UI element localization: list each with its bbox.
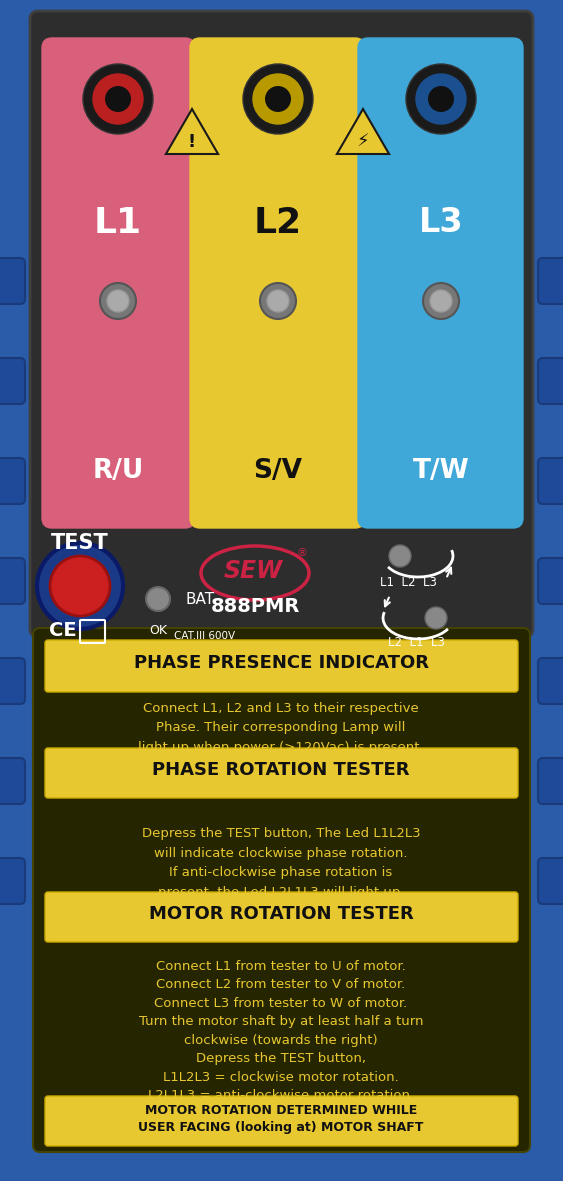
FancyBboxPatch shape xyxy=(42,38,195,528)
FancyBboxPatch shape xyxy=(538,257,563,304)
Circle shape xyxy=(260,283,296,319)
Circle shape xyxy=(428,86,454,112)
Circle shape xyxy=(425,607,447,629)
Text: L2: L2 xyxy=(254,205,302,240)
Text: CAT.III 600V: CAT.III 600V xyxy=(175,631,235,641)
FancyBboxPatch shape xyxy=(45,748,518,798)
Text: SEW: SEW xyxy=(224,559,283,583)
FancyBboxPatch shape xyxy=(0,358,25,404)
FancyBboxPatch shape xyxy=(358,38,523,528)
Circle shape xyxy=(389,544,411,567)
Text: !: ! xyxy=(188,133,196,151)
FancyBboxPatch shape xyxy=(45,1096,518,1146)
FancyBboxPatch shape xyxy=(0,557,25,603)
Text: T/W: T/W xyxy=(413,458,470,484)
FancyBboxPatch shape xyxy=(538,557,563,603)
Circle shape xyxy=(100,283,136,319)
Text: S/V: S/V xyxy=(253,458,302,484)
Circle shape xyxy=(146,587,170,611)
Circle shape xyxy=(105,86,131,112)
FancyBboxPatch shape xyxy=(45,640,518,692)
Text: 888PMR: 888PMR xyxy=(211,598,300,616)
FancyBboxPatch shape xyxy=(30,11,533,637)
Circle shape xyxy=(416,74,466,124)
Text: PHASE PRESENCE INDICATOR: PHASE PRESENCE INDICATOR xyxy=(133,654,428,672)
Polygon shape xyxy=(337,109,389,154)
FancyBboxPatch shape xyxy=(0,859,25,903)
Circle shape xyxy=(267,291,289,312)
Text: L1  L2  L3: L1 L2 L3 xyxy=(379,575,436,588)
Text: MOTOR ROTATION TESTER: MOTOR ROTATION TESTER xyxy=(149,905,413,924)
Circle shape xyxy=(243,64,313,133)
Circle shape xyxy=(265,86,291,112)
Circle shape xyxy=(107,291,129,312)
Text: MOTOR ROTATION DETERMINED WHILE
USER FACING (looking at) MOTOR SHAFT: MOTOR ROTATION DETERMINED WHILE USER FAC… xyxy=(138,1103,424,1135)
Circle shape xyxy=(406,64,476,133)
FancyBboxPatch shape xyxy=(538,758,563,804)
Circle shape xyxy=(430,291,452,312)
Text: TEST: TEST xyxy=(51,533,109,553)
Text: ®: ® xyxy=(297,548,307,557)
Circle shape xyxy=(50,556,110,616)
Text: L3: L3 xyxy=(419,207,463,240)
Text: L2  L1  L3: L2 L1 L3 xyxy=(387,635,444,648)
Circle shape xyxy=(37,543,123,629)
FancyBboxPatch shape xyxy=(0,458,25,504)
FancyBboxPatch shape xyxy=(538,658,563,704)
Text: ⚡: ⚡ xyxy=(357,133,369,151)
Circle shape xyxy=(423,283,459,319)
Text: L1: L1 xyxy=(94,205,142,240)
FancyBboxPatch shape xyxy=(190,38,365,528)
Text: Connect L1, L2 and L3 to their respective
Phase. Their corresponding Lamp will
l: Connect L1, L2 and L3 to their respectiv… xyxy=(138,702,424,753)
Text: R/U: R/U xyxy=(92,458,144,484)
FancyBboxPatch shape xyxy=(0,257,25,304)
Text: CE: CE xyxy=(49,621,77,640)
FancyBboxPatch shape xyxy=(538,358,563,404)
FancyBboxPatch shape xyxy=(0,758,25,804)
FancyBboxPatch shape xyxy=(538,859,563,903)
FancyBboxPatch shape xyxy=(538,458,563,504)
FancyBboxPatch shape xyxy=(33,628,530,1151)
Text: Depress the TEST button, The Led L1L2L3
will indicate clockwise phase rotation.
: Depress the TEST button, The Led L1L2L3 … xyxy=(142,827,421,899)
Circle shape xyxy=(93,74,143,124)
Text: Connect L1 from tester to U of motor.
Connect L2 from tester to V of motor.
Conn: Connect L1 from tester to U of motor. Co… xyxy=(138,960,423,1102)
Circle shape xyxy=(253,74,303,124)
Circle shape xyxy=(83,64,153,133)
Text: OK: OK xyxy=(149,624,167,637)
FancyBboxPatch shape xyxy=(45,892,518,942)
Polygon shape xyxy=(166,109,218,154)
Text: PHASE ROTATION TESTER: PHASE ROTATION TESTER xyxy=(152,761,410,779)
FancyBboxPatch shape xyxy=(0,658,25,704)
Text: BAT: BAT xyxy=(185,592,215,607)
